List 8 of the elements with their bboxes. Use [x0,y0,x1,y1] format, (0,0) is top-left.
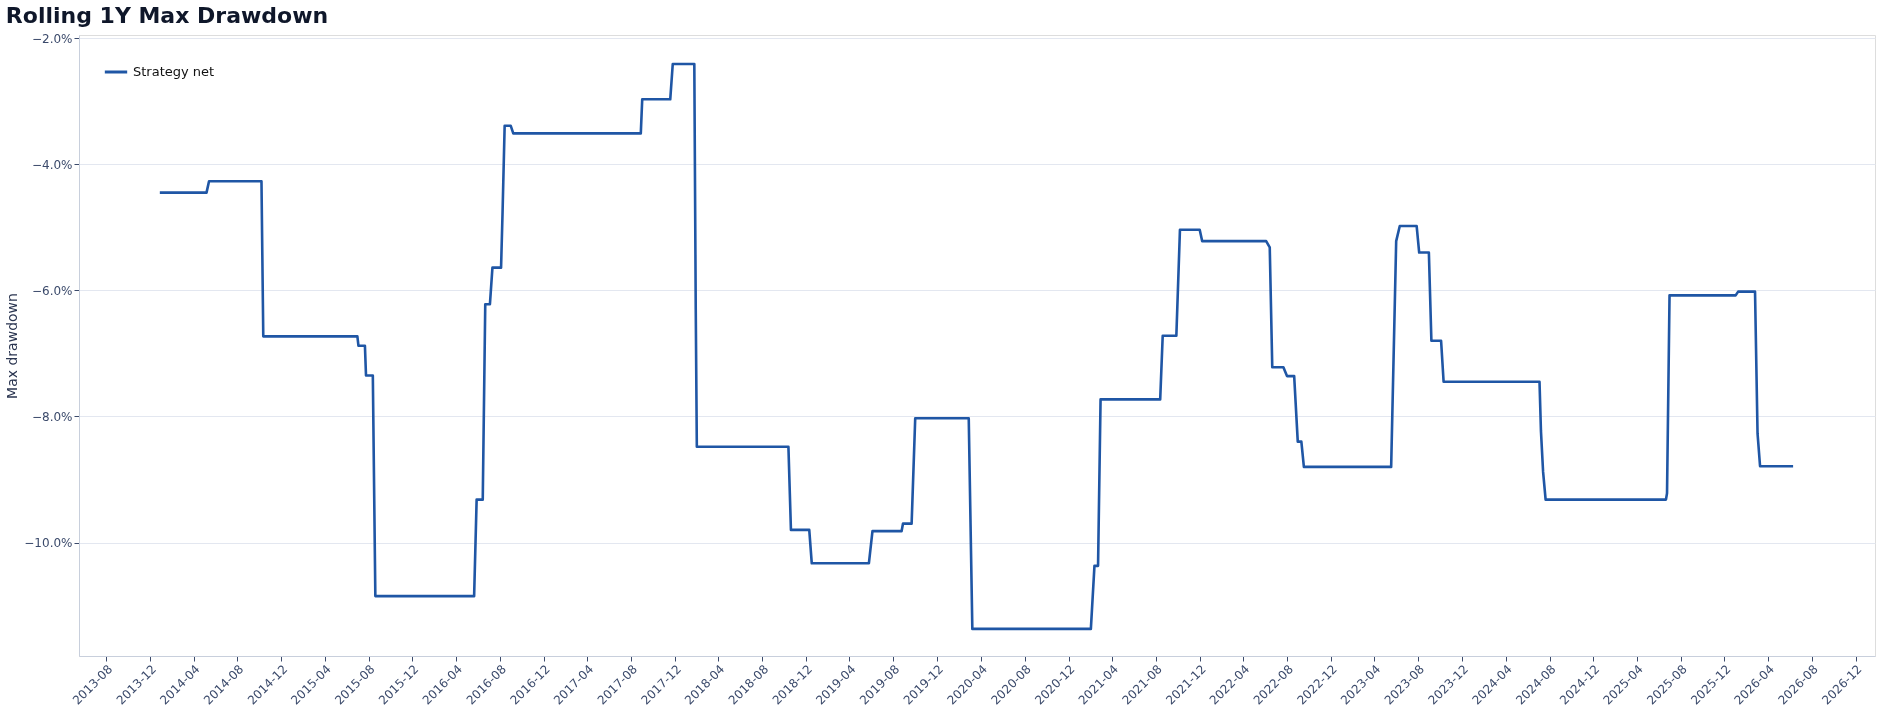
y-tick-label: −4.0% [31,157,73,172]
y-tick-label: −2.0% [31,31,73,46]
chart-title: Rolling 1Y Max Drawdown [5,3,329,29]
y-axis-title: Max drawdown [4,293,21,399]
y-tick-label: −10.0% [24,536,73,551]
legend-label: Strategy net [133,64,215,79]
y-tick-label: −6.0% [31,283,73,298]
y-tick-label: −8.0% [31,409,73,424]
